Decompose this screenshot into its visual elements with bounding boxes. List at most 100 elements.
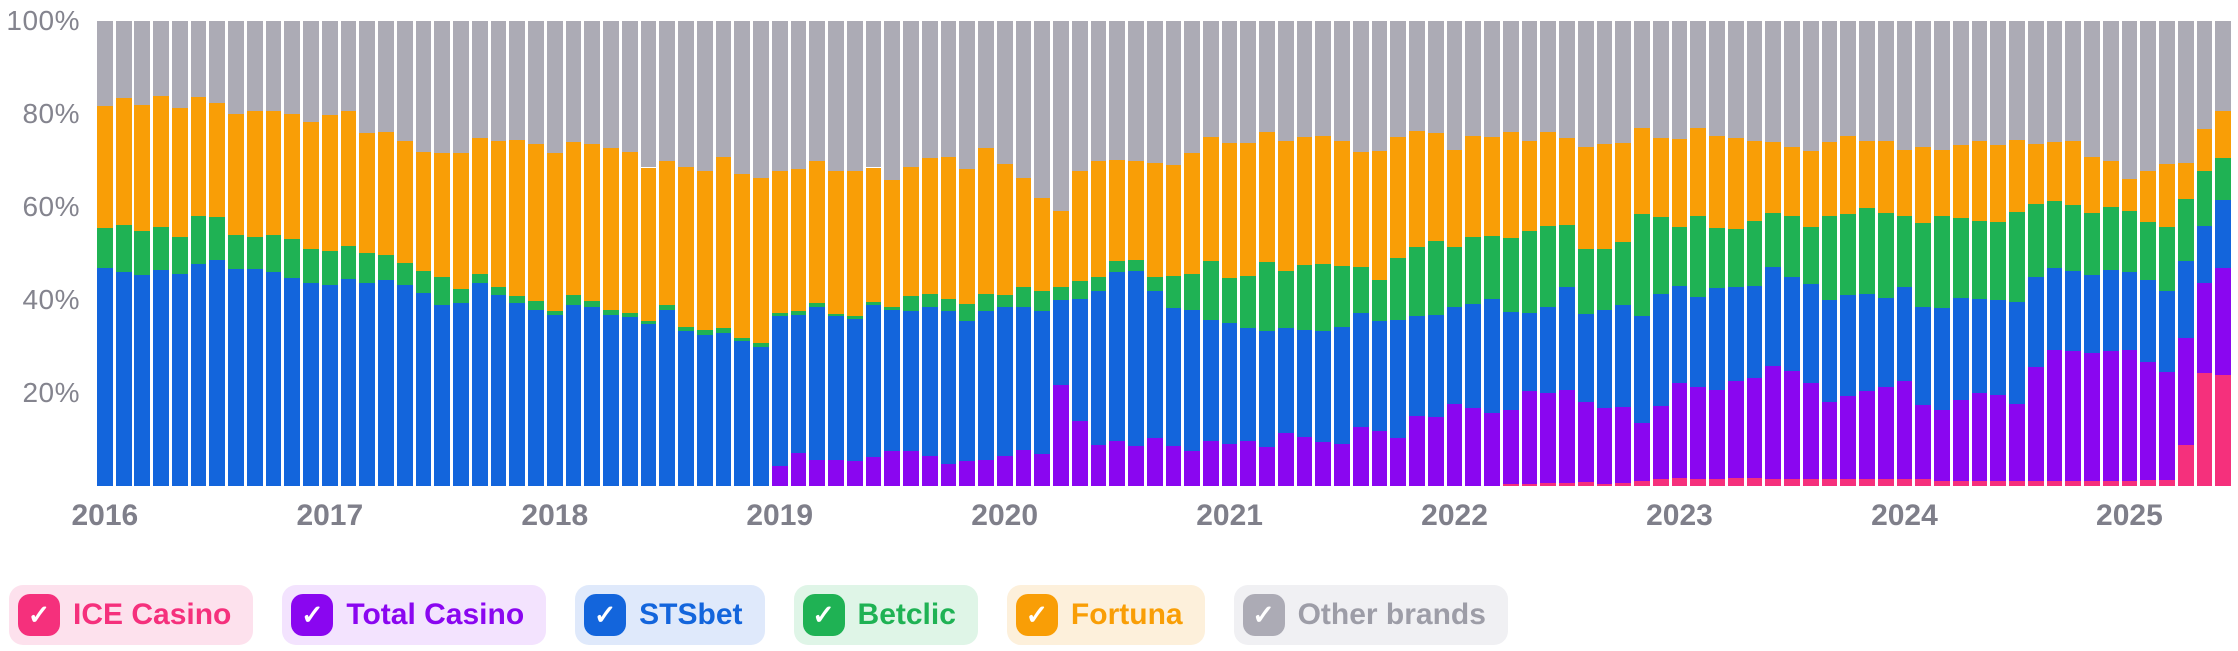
bar-2025-05[interactable]: [2196, 21, 2213, 486]
bar-2021-04[interactable]: [1277, 21, 1294, 486]
bar-2018-03[interactable]: [584, 21, 601, 486]
checkbox-checked-icon[interactable]: ✓: [1242, 594, 1285, 636]
bar-2016-02[interactable]: [115, 21, 132, 486]
bar-2017-10[interactable]: [490, 21, 507, 486]
bar-2018-12[interactable]: [753, 21, 769, 486]
bar-2024-12[interactable]: [2102, 21, 2119, 486]
bar-2022-08[interactable]: [1577, 21, 1594, 486]
bar-2020-09[interactable]: [1146, 21, 1163, 486]
bar-2018-02[interactable]: [565, 21, 582, 486]
bar-2021-08[interactable]: [1352, 21, 1369, 486]
bar-2019-12[interactable]: [978, 21, 994, 486]
bar-2020-04[interactable]: [1053, 21, 1069, 486]
bar-2018-08[interactable]: [678, 21, 694, 486]
bar-2024-08[interactable]: [2027, 21, 2044, 486]
bar-2019-06[interactable]: [865, 21, 882, 486]
checkbox-checked-icon[interactable]: ✓: [584, 594, 627, 636]
bar-2016-08[interactable]: [228, 21, 244, 486]
bar-2022-05[interactable]: [1521, 21, 1538, 486]
bar-2023-08[interactable]: [1802, 21, 1819, 486]
bar-2021-10[interactable]: [1390, 21, 1407, 486]
bar-2023-04[interactable]: [1727, 21, 1744, 486]
bar-2020-12[interactable]: [1202, 21, 1219, 486]
bar-2025-02[interactable]: [2140, 21, 2157, 486]
bar-2021-07[interactable]: [1334, 21, 1350, 486]
bar-2024-02[interactable]: [1915, 21, 1932, 486]
bar-2020-05[interactable]: [1071, 21, 1088, 486]
bar-2016-05[interactable]: [171, 21, 188, 486]
bar-2023-09[interactable]: [1821, 21, 1838, 486]
bar-2018-01[interactable]: [546, 21, 563, 486]
bar-2024-06[interactable]: [1990, 21, 2007, 486]
bar-2017-07[interactable]: [434, 21, 451, 486]
bar-2016-06[interactable]: [190, 21, 207, 486]
bar-2024-07[interactable]: [2009, 21, 2025, 486]
bar-2021-12[interactable]: [1427, 21, 1444, 486]
bar-2018-05[interactable]: [621, 21, 638, 486]
bar-2018-04[interactable]: [603, 21, 619, 486]
bar-2024-03[interactable]: [1934, 21, 1950, 486]
bar-2016-11[interactable]: [284, 21, 301, 486]
bar-2022-11[interactable]: [1634, 21, 1650, 486]
bar-2021-06[interactable]: [1315, 21, 1332, 486]
bar-2022-12[interactable]: [1652, 21, 1669, 486]
bar-2020-11[interactable]: [1184, 21, 1200, 486]
bar-2023-12[interactable]: [1877, 21, 1894, 486]
bar-2020-03[interactable]: [1034, 21, 1051, 486]
checkbox-checked-icon[interactable]: ✓: [18, 594, 60, 636]
legend-chip-total-casino[interactable]: ✓ Total Casino: [282, 585, 547, 645]
checkbox-checked-icon[interactable]: ✓: [291, 594, 334, 636]
bar-2016-01[interactable]: [97, 21, 113, 486]
bar-2022-03[interactable]: [1484, 21, 1500, 486]
bar-2017-03[interactable]: [359, 21, 376, 486]
bar-2020-01[interactable]: [996, 21, 1013, 486]
bar-2022-09[interactable]: [1596, 21, 1613, 486]
legend-chip-stsbet[interactable]: ✓ STSbet: [575, 585, 765, 645]
bar-2019-07[interactable]: [884, 21, 901, 486]
bar-2016-04[interactable]: [153, 21, 169, 486]
bar-2017-06[interactable]: [415, 21, 432, 486]
bar-2017-05[interactable]: [396, 21, 413, 486]
bar-2016-12[interactable]: [303, 21, 319, 486]
bar-2021-03[interactable]: [1259, 21, 1275, 486]
bar-2021-11[interactable]: [1409, 21, 1425, 486]
legend-chip-betclic[interactable]: ✓ Betclic: [793, 585, 978, 645]
bar-2025-04[interactable]: [2177, 21, 2194, 486]
bar-2018-11[interactable]: [734, 21, 751, 486]
bar-2019-09[interactable]: [921, 21, 938, 486]
bar-2016-10[interactable]: [265, 21, 282, 486]
bar-2016-09[interactable]: [246, 21, 263, 486]
bar-2017-01[interactable]: [321, 21, 338, 486]
bar-2022-01[interactable]: [1446, 21, 1463, 486]
bar-2018-10[interactable]: [715, 21, 732, 486]
bar-2019-10[interactable]: [940, 21, 957, 486]
bar-2017-02[interactable]: [340, 21, 357, 486]
bar-2019-05[interactable]: [846, 21, 863, 486]
bar-2019-11[interactable]: [959, 21, 976, 486]
bar-2017-12[interactable]: [528, 21, 544, 486]
bar-2016-07[interactable]: [209, 21, 226, 486]
bar-2021-02[interactable]: [1240, 21, 1257, 486]
bar-2019-08[interactable]: [903, 21, 919, 486]
bar-2024-09[interactable]: [2046, 21, 2063, 486]
bar-2024-11[interactable]: [2084, 21, 2100, 486]
bar-2020-07[interactable]: [1109, 21, 1125, 486]
bar-2025-06[interactable]: [2215, 21, 2231, 486]
bar-2022-04[interactable]: [1502, 21, 1519, 486]
bar-2020-10[interactable]: [1165, 21, 1182, 486]
bar-2025-03[interactable]: [2159, 21, 2175, 486]
bar-2025-01[interactable]: [2121, 21, 2138, 486]
bar-2024-04[interactable]: [1952, 21, 1969, 486]
bar-2018-09[interactable]: [696, 21, 713, 486]
bar-2023-06[interactable]: [1765, 21, 1782, 486]
bar-2019-04[interactable]: [828, 21, 844, 486]
bar-2021-05[interactable]: [1296, 21, 1313, 486]
bar-2016-03[interactable]: [134, 21, 151, 486]
checkbox-checked-icon[interactable]: ✓: [802, 594, 845, 636]
bar-2021-09[interactable]: [1371, 21, 1388, 486]
bar-2022-07[interactable]: [1559, 21, 1575, 486]
bar-2023-10[interactable]: [1840, 21, 1857, 486]
bar-2023-02[interactable]: [1690, 21, 1707, 486]
bar-2024-01[interactable]: [1896, 21, 1913, 486]
bar-2018-07[interactable]: [659, 21, 676, 486]
